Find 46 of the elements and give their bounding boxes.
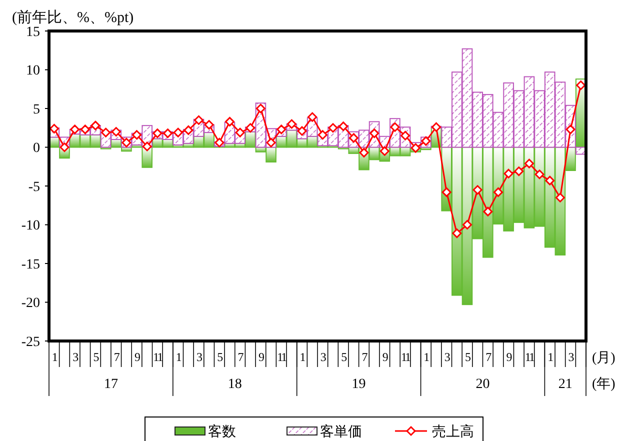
y-tick-label: 5 bbox=[33, 102, 40, 118]
x-tick-label: 9 bbox=[258, 350, 264, 364]
y-tick-label: -5 bbox=[28, 180, 40, 195]
y-tick-label: 10 bbox=[26, 64, 40, 79]
text: (年) bbox=[592, 376, 616, 392]
text: 17 bbox=[104, 377, 118, 392]
x-tick-label: 11 bbox=[153, 350, 164, 364]
legend-label: 客単価 bbox=[320, 424, 362, 440]
x-tick-label: 3 bbox=[72, 350, 79, 364]
y-tick-label: -10 bbox=[21, 218, 40, 234]
x-tick-label: 3 bbox=[444, 350, 450, 364]
x-tick-label: 11 bbox=[524, 350, 535, 364]
x-tick-label: 5 bbox=[217, 350, 224, 364]
x-tick-label: 11 bbox=[401, 350, 412, 364]
x-tick-label: 5 bbox=[341, 350, 348, 364]
x-tick-label: 7 bbox=[114, 350, 120, 364]
text: 21 bbox=[558, 377, 572, 392]
x-tick-label: 3 bbox=[196, 350, 202, 364]
x-tick-label: 9 bbox=[134, 350, 141, 364]
x-tick-label: 3 bbox=[320, 350, 326, 364]
y-tick-label: 15 bbox=[26, 24, 40, 40]
text: 20 bbox=[476, 377, 490, 392]
legend-label: 客数 bbox=[208, 424, 236, 440]
x-tick-label: 1 bbox=[548, 350, 554, 364]
x-tick-label: 3 bbox=[568, 350, 574, 364]
y-tick-label: -20 bbox=[21, 296, 40, 312]
x-tick-label: 7 bbox=[362, 350, 368, 364]
x-tick-label: 11 bbox=[277, 350, 288, 364]
legend-label: 売上高 bbox=[432, 424, 474, 440]
x-tick-label: 5 bbox=[93, 350, 100, 364]
text: 18 bbox=[228, 377, 242, 392]
x-tick-label: 9 bbox=[506, 350, 512, 364]
y-tick-label: -15 bbox=[21, 257, 40, 272]
x-tick-label: 1 bbox=[176, 350, 182, 364]
y-axis-title: (前年比、%、%pt) bbox=[12, 9, 134, 26]
x-tick-label: 7 bbox=[486, 350, 492, 364]
y-tick-label: 0 bbox=[33, 141, 40, 156]
x-tick-label: 9 bbox=[382, 350, 388, 364]
x-axis-title: (月) bbox=[592, 351, 616, 366]
y-tick-label: -25 bbox=[21, 334, 40, 350]
x-tick-label: 5 bbox=[464, 350, 471, 364]
text: 19 bbox=[352, 377, 366, 392]
x-tick-label: 7 bbox=[238, 350, 244, 364]
x-tick-label: 1 bbox=[52, 350, 58, 364]
x-tick-label: 1 bbox=[424, 350, 430, 364]
x-tick-label: 1 bbox=[300, 350, 306, 364]
